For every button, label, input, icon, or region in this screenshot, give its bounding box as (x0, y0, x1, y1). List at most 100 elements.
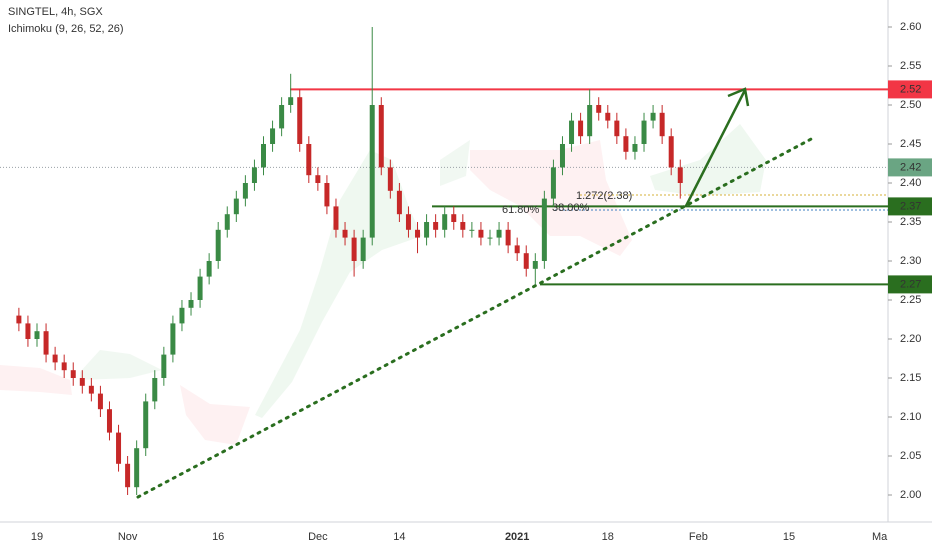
price-label: 2.27 (900, 278, 921, 290)
y-tick-label: 2.05 (900, 450, 921, 462)
annotation: 1.272(2.38) (576, 190, 632, 202)
candle-body (79, 378, 85, 386)
candle-body (170, 323, 176, 355)
candle-body (297, 97, 303, 144)
candle-body (224, 214, 230, 230)
levels (0, 88, 888, 286)
x-tick-label: Dec (308, 531, 328, 543)
candle-body (668, 136, 674, 168)
candle-body (405, 214, 411, 230)
cloud (0, 365, 72, 395)
candle-body (387, 167, 393, 191)
cloud (180, 385, 250, 445)
candle-body (433, 222, 439, 230)
x-tick-label: Ma (872, 531, 888, 543)
candle-body (197, 276, 203, 300)
candle-body (242, 183, 248, 199)
candle-body (360, 237, 366, 261)
candle-body (559, 144, 565, 168)
price-label: 2.52 (900, 83, 921, 95)
candle-body (505, 229, 511, 246)
candle-body (569, 120, 575, 144)
annotation: 61.80% (502, 204, 540, 216)
y-tick-label: 2.20 (900, 333, 921, 345)
candle-body (206, 261, 212, 277)
arrow-head (727, 87, 750, 107)
candle-body (143, 401, 149, 449)
projection-arrow (684, 89, 747, 207)
candle-body (270, 128, 276, 144)
x-tick-label: 2021 (505, 531, 529, 543)
chart-title: SINGTEL, 4h, SGX (8, 6, 103, 18)
candle-body (460, 222, 466, 230)
x-tick-label: 18 (602, 531, 614, 543)
x-tick-label: 15 (783, 531, 795, 543)
price-label: 2.42 (900, 161, 921, 173)
candle-body (34, 331, 40, 339)
candle-body (514, 245, 520, 254)
candle-body (632, 144, 638, 152)
candle-body (61, 362, 67, 371)
candle-body (541, 198, 547, 261)
candle-body (415, 229, 421, 238)
candle-body (233, 198, 239, 215)
candle-body (333, 206, 339, 230)
candle-body (614, 120, 620, 137)
y-tick-label: 2.00 (900, 489, 921, 501)
y-tick-label: 2.30 (900, 255, 921, 267)
candle-body (315, 175, 321, 183)
x-tick-label: 16 (212, 531, 224, 543)
candle-body (351, 237, 357, 261)
candle-body (25, 323, 31, 339)
candle-body (70, 370, 76, 378)
price-label-box (888, 158, 932, 177)
candle-body (369, 105, 375, 238)
y-tick-label: 2.40 (900, 177, 921, 189)
y-tick-label: 2.35 (900, 216, 921, 228)
price-label-box (888, 275, 932, 294)
candle-body (152, 378, 158, 402)
candle-body (451, 214, 457, 222)
y-tick-label: 2.25 (900, 294, 921, 306)
candle-body (596, 105, 602, 113)
candle-body (478, 229, 484, 238)
y-tick-label: 2.10 (900, 411, 921, 423)
candle-body (396, 190, 402, 215)
cloud (440, 140, 470, 186)
candle-body (16, 315, 22, 324)
indicator-label: Ichimoku (9, 26, 52, 26) (8, 23, 124, 35)
candle-body (578, 120, 584, 137)
trendline (136, 135, 817, 499)
candle-body (550, 167, 556, 199)
candle-body (424, 222, 430, 238)
candle-body (523, 253, 529, 269)
x-tick-label: Feb (689, 531, 708, 543)
price-label-box (888, 80, 932, 99)
candle-body (43, 331, 49, 355)
y-tick-label: 2.45 (900, 138, 921, 150)
candle-body (532, 261, 538, 269)
candle-body (288, 97, 294, 105)
candle-body (215, 229, 221, 261)
candle-body (52, 354, 58, 363)
candle-body (659, 112, 665, 137)
candle-body (251, 167, 257, 183)
candle-body (88, 385, 94, 394)
candle-body (469, 229, 475, 231)
candle-body (188, 300, 194, 308)
candle-body (650, 112, 656, 121)
cloud (255, 150, 422, 418)
y-tick-label: 2.50 (900, 99, 921, 111)
candle-body (487, 237, 493, 239)
candle-body (587, 105, 593, 137)
annotation: 38.00% (552, 202, 590, 214)
candle-body (641, 120, 647, 144)
y-tick-label: 2.55 (900, 60, 921, 72)
cloud (80, 350, 162, 380)
candle-body (623, 136, 629, 152)
candle-body (342, 229, 348, 238)
candle-body (134, 448, 140, 488)
x-tick-label: 19 (31, 531, 43, 543)
candle-body (306, 144, 312, 176)
